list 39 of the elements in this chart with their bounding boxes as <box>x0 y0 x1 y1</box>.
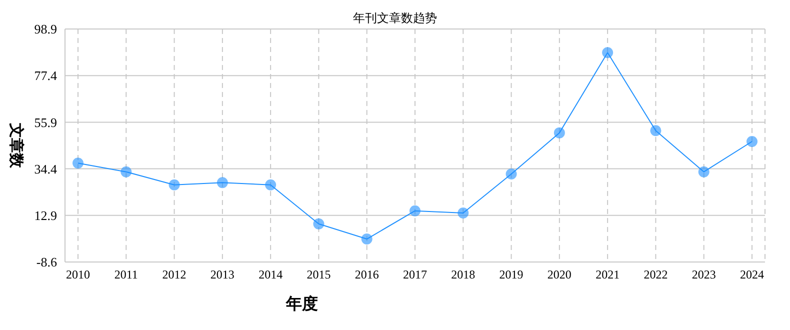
point <box>410 205 420 216</box>
point <box>120 166 132 178</box>
x-tick-label: 2010 <box>66 268 90 282</box>
x-tick-label: 2022 <box>644 268 668 282</box>
x-tick-label: 2019 <box>499 268 524 282</box>
point <box>72 158 84 169</box>
x-tick-label: 2016 <box>354 268 379 282</box>
point <box>554 127 565 138</box>
x-tick-label: 2013 <box>210 268 234 282</box>
point <box>458 208 469 219</box>
point <box>746 136 758 147</box>
x-tick-label: 2011 <box>114 268 138 282</box>
y-tick-label: 12.9 <box>34 208 57 224</box>
x-axis-title: 年度 <box>286 294 318 315</box>
x-tick-label: 2020 <box>547 268 572 282</box>
y-axis-title: 文章数 <box>8 122 26 169</box>
x-tick-label: 2024 <box>740 268 764 282</box>
point <box>650 125 662 136</box>
y-tick-label: 98.9 <box>34 22 57 37</box>
y-tick-label: 55.9 <box>34 114 57 130</box>
x-tick-label: 2018 <box>451 268 476 282</box>
x-tick-label: 2012 <box>162 268 186 282</box>
y-tick-label: 77.4 <box>34 68 58 84</box>
point <box>698 166 710 178</box>
x-tick-label: 2023 <box>692 268 716 282</box>
y-tick-label: -8.6 <box>36 254 58 270</box>
y-tick-label: 34.4 <box>34 161 58 176</box>
chart-title: 年刊文章数趋势 <box>353 11 437 25</box>
point <box>265 179 276 190</box>
point <box>313 218 324 230</box>
point <box>602 47 614 58</box>
point <box>506 168 517 180</box>
x-tick-label: 2014 <box>258 268 283 282</box>
x-tick-label: 2015 <box>306 268 331 282</box>
point <box>168 179 180 190</box>
x-tick-label: 2017 <box>403 268 427 282</box>
point <box>216 177 228 188</box>
point <box>361 234 372 245</box>
x-tick-label: 2021 <box>596 268 620 282</box>
